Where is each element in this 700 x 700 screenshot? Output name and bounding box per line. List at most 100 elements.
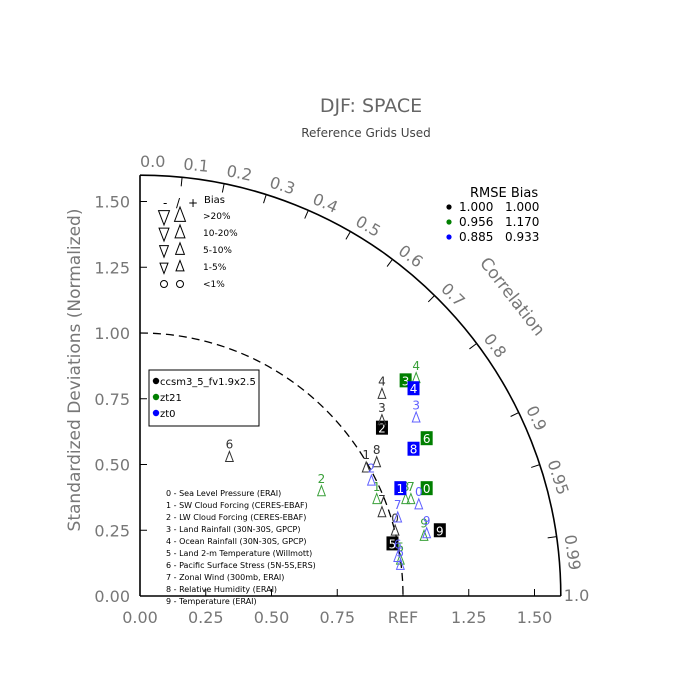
data-point-marker (395, 557, 405, 570)
bias-legend-label: <1% (203, 280, 225, 290)
series-legend-dot (152, 377, 160, 385)
correlation-tick (427, 295, 435, 303)
data-point-marker (390, 523, 400, 536)
data-point-marker (361, 460, 371, 473)
correlation-arc (139, 174, 562, 597)
data-point-label: 1 (362, 448, 370, 462)
x-tick-label: 1.25 (451, 608, 487, 627)
bias-legend-down-triangle (157, 210, 171, 227)
variable-list-item: 9 - Temperature (ERAI) (166, 597, 257, 606)
data-point-label: 7 (394, 498, 402, 512)
y-tick-label: 1.00 (94, 324, 130, 343)
rmse-value: 0.885 (459, 230, 493, 244)
chart-title: DJF: SPACE (320, 95, 422, 117)
data-point-box (433, 523, 446, 538)
data-point-marker (366, 473, 377, 486)
correlation-tick (510, 412, 519, 417)
bias-legend-plus: + (188, 196, 198, 210)
x-tick-label: 0.25 (188, 608, 224, 627)
data-point-marker (419, 528, 429, 541)
x-tick-label: 0.00 (122, 608, 158, 627)
data-point-marker (393, 549, 403, 562)
data-point-label: 0 (423, 482, 431, 496)
data-point-label: 2 (368, 461, 376, 475)
data-point-label: 8 (410, 443, 418, 457)
series-legend-dot (152, 409, 160, 417)
data-point-label: 1 (373, 480, 381, 494)
x-tick-label: 0.75 (319, 608, 355, 627)
series-legend-box (148, 369, 260, 427)
correlation-tick-label: 0.0 (140, 152, 165, 171)
data-point-marker (316, 484, 327, 497)
correlation-axis-label: Correlation (475, 254, 548, 340)
variable-list-item: 6 - Pacific Surface Stress (5N-5S,ERS) (166, 561, 316, 570)
data-point-marker (395, 552, 405, 565)
bias-legend-label: 10-20% (203, 229, 238, 239)
bias-legend-down-triangle (159, 262, 169, 275)
rmse-table-header: RMSE Bias (470, 186, 538, 201)
variable-list: 0 - Sea Level Pressure (ERAI) 1 - SW Clou… (166, 489, 316, 606)
bias-legend-label: >20% (203, 212, 231, 222)
data-point-marker (372, 492, 382, 505)
data-point-label: 9 (436, 524, 444, 538)
y-tick-label: 0.25 (94, 521, 130, 540)
y-tick-label: 1.50 (94, 193, 130, 212)
data-point-marker (411, 410, 421, 423)
x-tick-label: REF (388, 608, 418, 627)
data-point-label: 5 (397, 540, 405, 554)
x-tick-label: 1.50 (517, 608, 553, 627)
data-point-box (420, 481, 433, 496)
data-point-marker (377, 505, 387, 518)
data-point-label: 6 (423, 432, 431, 446)
data-point-label: 7 (378, 493, 386, 507)
bias-legend-sep: / (176, 196, 181, 210)
data-point-label: 2 (378, 422, 386, 436)
variable-list-item: 7 - Zonal Wind (300mb, ERAI) (166, 573, 284, 582)
y-tick-label: 0.50 (94, 456, 130, 475)
data-point-label: 0 (415, 485, 423, 499)
y-tick-label: 0.00 (94, 587, 130, 606)
rmse-value: 0.956 (459, 215, 493, 229)
data-point-box (420, 431, 433, 446)
correlation-tick-label: 0.2 (225, 161, 254, 185)
data-point-marker (393, 510, 403, 523)
correlation-tick-label: 0.1 (182, 154, 209, 175)
bias-legend-header: Bias (204, 195, 225, 206)
bias-value: 0.933 (505, 230, 539, 244)
bias-legend-down-triangle (158, 227, 170, 243)
correlation-tick (345, 231, 351, 240)
data-point-box (394, 481, 407, 496)
correlation-tick (531, 464, 540, 468)
data-point-marker (422, 526, 432, 539)
variable-list-item: 8 - Relative Humidity (ERAI) (166, 585, 277, 594)
data-point-box (407, 441, 420, 456)
x-tick-label: 1.0 (564, 586, 589, 605)
correlation-tick (469, 343, 477, 350)
x-tick-label: 0.50 (254, 608, 290, 627)
bias-legend-up-triangle (175, 259, 185, 272)
data-point-label: 5 (397, 546, 405, 560)
data-point-label: 6 (226, 438, 234, 452)
data-point-label: 1 (397, 482, 405, 496)
data-point-marker (224, 450, 234, 462)
data-point-marker (401, 492, 411, 505)
data-point-label: 6 (394, 538, 402, 552)
rmse-row-dot (446, 204, 452, 210)
data-point-label: 3 (402, 374, 410, 388)
correlation-tick-label: 0.99 (561, 533, 585, 571)
bias-legend-circle (176, 280, 184, 288)
bias-legend-label: 1-5% (203, 263, 227, 273)
data-point-marker (377, 386, 387, 399)
variable-list-item: 1 - SW Cloud Forcing (CERES-EBAF) (166, 501, 308, 510)
rmse-value: 1.000 (459, 200, 493, 214)
data-point-label: 4 (412, 359, 420, 373)
data-point-label: 4 (410, 382, 418, 396)
data-point-marker (411, 371, 421, 384)
correlation-tick-label: 0.6 (395, 241, 427, 271)
variable-list-item: 4 - Ocean Rainfall (30N-30S, GPCP) (166, 537, 307, 546)
correlation-tick-label: 0.8 (480, 330, 510, 362)
data-point-label: 3 (412, 398, 420, 412)
y-tick-label: 1.25 (94, 258, 130, 277)
data-point-marker (414, 497, 424, 510)
